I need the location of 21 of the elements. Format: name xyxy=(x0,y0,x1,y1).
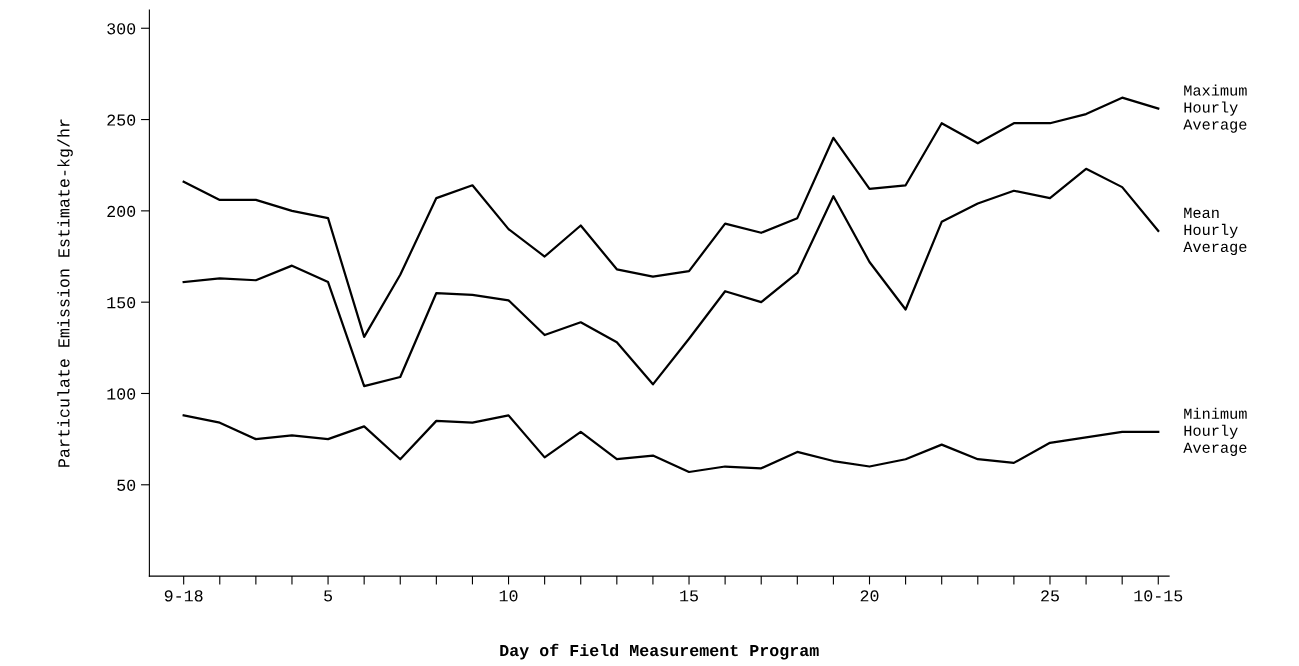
y-tick-label: 150 xyxy=(107,297,136,309)
x-axis-title: Day of Field Measurement Program xyxy=(500,643,819,660)
series-label: Minimum Hourly Average xyxy=(1183,407,1247,456)
x-tick-label: 20 xyxy=(860,590,879,602)
x-tick-label: 10-15 xyxy=(1134,590,1183,602)
x-tick-label: 15 xyxy=(680,590,698,602)
y-tick-label: 50 xyxy=(117,479,136,491)
line-series xyxy=(182,96,1160,338)
x-tick-label: 10 xyxy=(499,590,518,602)
series-label: Mean Hourly Average xyxy=(1183,207,1247,256)
x-tick-label: 9-18 xyxy=(164,590,203,602)
y-tick-label: 200 xyxy=(107,205,136,218)
line-series xyxy=(182,414,1160,474)
x-tick-label: 5 xyxy=(324,590,332,602)
series-label: Maximum Hourly Average xyxy=(1183,84,1247,133)
y-axis-title: Particulate Emission Estimate-kg/hr xyxy=(57,119,73,467)
y-tick-label: 100 xyxy=(107,388,136,400)
y-tick-label: 300 xyxy=(107,23,136,35)
y-tick-label: 250 xyxy=(107,114,136,126)
line-series xyxy=(182,167,1160,388)
x-tick-label: 25 xyxy=(1041,590,1059,602)
